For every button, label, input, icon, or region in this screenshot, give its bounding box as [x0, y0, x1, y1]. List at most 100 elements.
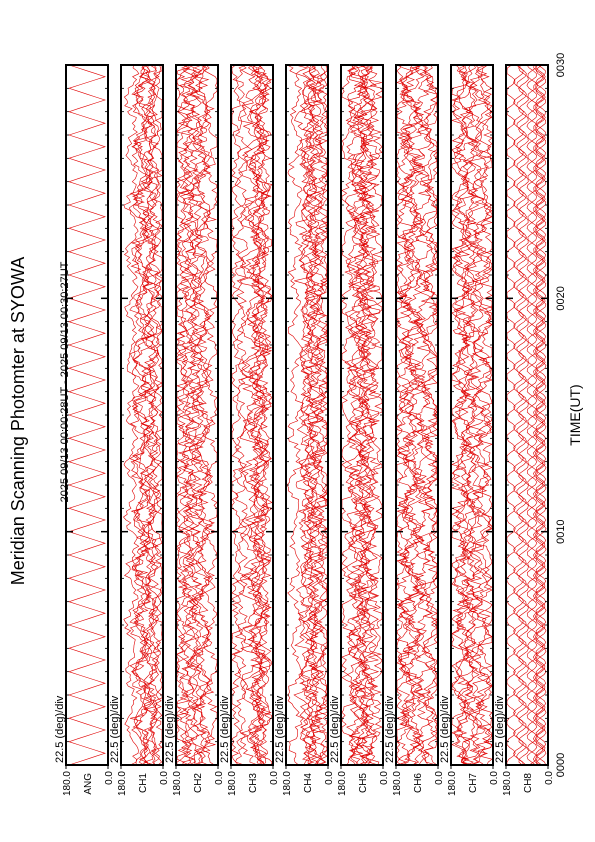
- y-tick-label: 0.0: [489, 771, 500, 785]
- trace: [250, 64, 272, 766]
- trace: [395, 64, 427, 766]
- trace: [131, 64, 147, 766]
- panel-label: CH8: [523, 773, 534, 793]
- trace: [298, 64, 315, 766]
- scale-label: 22.5 (deg)/div: [164, 695, 176, 763]
- y-tick-label: 180.0: [337, 771, 348, 796]
- trace: [231, 64, 248, 766]
- trace: [128, 64, 153, 766]
- y-tick-label: 0.0: [214, 771, 225, 785]
- panel-label: CH6: [413, 773, 424, 793]
- scale-label: 22.5 (deg)/div: [384, 695, 396, 763]
- trace: [353, 64, 372, 766]
- y-tick-label: 180.0: [447, 771, 458, 796]
- trace: [286, 64, 305, 766]
- y-tick-label: 0.0: [324, 771, 335, 785]
- y-tick-label: 180.0: [172, 771, 183, 796]
- y-tick-label: 0.0: [379, 771, 390, 785]
- y-tick-label: 180.0: [227, 771, 238, 796]
- y-tick-label: 0.0: [269, 771, 280, 785]
- trace: [411, 64, 436, 766]
- panel-label: CH1: [138, 773, 149, 793]
- trace: [129, 64, 159, 766]
- trace: [358, 64, 379, 766]
- trace: [396, 64, 429, 766]
- trace: [415, 64, 438, 766]
- panel-label: CH2: [193, 773, 204, 793]
- trace: [460, 64, 477, 766]
- trace: [252, 64, 272, 766]
- y-tick-label: 0.0: [434, 771, 445, 785]
- trace: [140, 64, 159, 766]
- trace: [301, 64, 324, 766]
- x-tick-label: 0000: [555, 753, 567, 777]
- x-tick-label: 0010: [555, 519, 567, 543]
- panel-label: CH4: [303, 773, 314, 793]
- panel-frame: [65, 64, 109, 766]
- trace: [246, 64, 270, 766]
- trace: [143, 65, 163, 766]
- scale-label: 22.5 (deg)/div: [109, 695, 121, 763]
- rotated-plot: Meridian Scanning Photomter at SYOWA 202…: [8, 53, 583, 796]
- trace: [348, 64, 382, 766]
- trace: [457, 64, 481, 766]
- panel-label: CH5: [358, 773, 369, 793]
- trace: [358, 64, 382, 766]
- trace: [249, 64, 273, 766]
- trace: [341, 64, 359, 766]
- y-tick-label: 0.0: [104, 771, 115, 785]
- trace: [422, 64, 438, 766]
- y-tick-label: 180.0: [282, 771, 293, 796]
- scale-label: 22.5 (deg)/div: [329, 695, 341, 763]
- panel-label: CH3: [248, 773, 259, 793]
- chart-title: Meridian Scanning Photomter at SYOWA: [8, 257, 28, 585]
- trace: [187, 64, 211, 766]
- trace: [68, 64, 106, 766]
- scale-label: 22.5 (deg)/div: [219, 695, 231, 763]
- trace: [532, 64, 544, 766]
- trace: [516, 64, 527, 766]
- trace: [305, 65, 328, 766]
- x-tick-label: 0020: [555, 286, 567, 310]
- trace: [465, 64, 493, 766]
- y-tick-label: 180.0: [392, 771, 403, 796]
- trace: [305, 64, 328, 766]
- trace: [451, 64, 472, 766]
- trace: [147, 64, 163, 766]
- panel-frame: [505, 64, 549, 766]
- trace: [451, 64, 478, 766]
- y-tick-label: 180.0: [62, 771, 73, 796]
- trace: [176, 64, 198, 766]
- trace: [179, 64, 204, 766]
- y-tick-label: 0.0: [159, 771, 170, 785]
- trace: [518, 64, 529, 766]
- panel-label: ANG: [83, 773, 94, 795]
- y-tick-label: 180.0: [502, 771, 513, 796]
- trace: [234, 64, 265, 766]
- trace: [231, 64, 249, 766]
- scale-label: 22.5 (deg)/div: [274, 695, 286, 763]
- trace: [344, 64, 371, 766]
- trace: [513, 64, 524, 766]
- x-axis-label: TIME(UT): [567, 384, 583, 445]
- panel-label: CH7: [468, 773, 479, 793]
- y-tick-label: 180.0: [117, 771, 128, 796]
- trace: [146, 64, 163, 766]
- scale-label: 22.5 (deg)/div: [494, 695, 506, 763]
- x-tick-label: 0030: [555, 53, 567, 77]
- trace: [470, 64, 493, 766]
- trace: [535, 64, 547, 766]
- trace: [122, 64, 140, 766]
- scale-label: 22.5 (deg)/div: [439, 695, 451, 763]
- trace: [195, 64, 212, 766]
- y-tick-label: 0.0: [544, 771, 555, 785]
- trace: [313, 64, 328, 766]
- trace: [182, 64, 210, 766]
- trace: [298, 64, 320, 766]
- trace: [526, 64, 538, 766]
- trace: [534, 65, 546, 766]
- trace: [245, 64, 273, 766]
- scale-label: 22.5 (deg)/div: [54, 695, 66, 763]
